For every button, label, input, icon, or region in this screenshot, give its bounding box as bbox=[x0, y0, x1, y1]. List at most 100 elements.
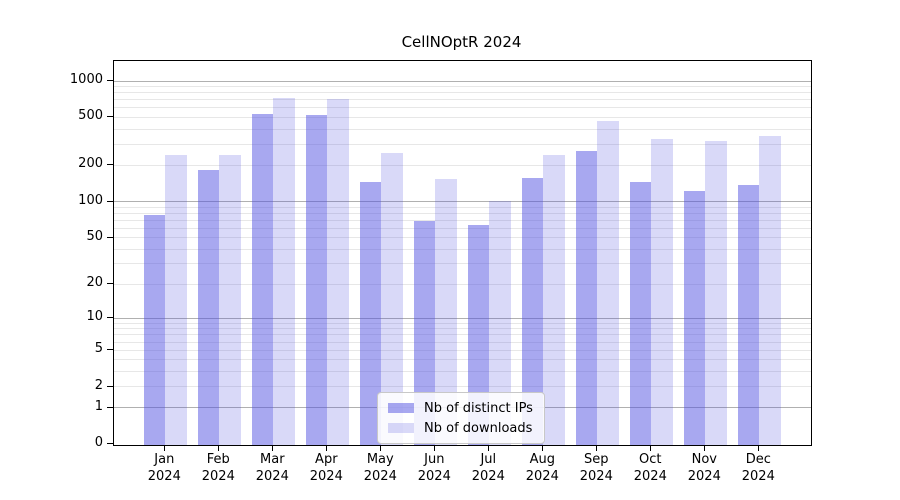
y-tick bbox=[107, 406, 113, 408]
minor-gridline bbox=[114, 107, 811, 109]
minor-gridline bbox=[114, 227, 811, 229]
y-tick bbox=[107, 443, 113, 445]
bar-aug-downloads bbox=[543, 154, 565, 445]
bar-aug-distinct-ips bbox=[521, 177, 544, 445]
x-tick bbox=[542, 445, 544, 451]
y-tick-label: 1000 bbox=[69, 72, 103, 87]
legend-swatch-downloads-icon bbox=[388, 423, 414, 433]
legend: Nb of distinct IPs Nb of downloads bbox=[377, 392, 545, 444]
x-tick bbox=[596, 445, 598, 451]
y-tick bbox=[107, 283, 113, 285]
y-tick-label: 5 bbox=[94, 341, 103, 357]
bar-jun-downloads bbox=[435, 179, 457, 445]
minor-gridline bbox=[114, 341, 811, 343]
bar-jan-downloads bbox=[165, 155, 187, 445]
x-tick-label-jan: Jan 2024 bbox=[147, 452, 181, 484]
legend-swatch-distinct-ips-icon bbox=[388, 403, 414, 413]
y-tick-label: 10 bbox=[86, 309, 103, 325]
minor-gridline bbox=[114, 86, 811, 87]
bar-apr-downloads bbox=[327, 98, 349, 445]
minor-gridline bbox=[114, 328, 811, 330]
x-tick bbox=[434, 445, 436, 451]
minor-gridline bbox=[114, 99, 811, 101]
major-gridline bbox=[114, 317, 811, 319]
y-tick-label: 0 bbox=[94, 435, 103, 451]
x-tick-label-aug: Aug 2024 bbox=[525, 452, 559, 484]
plot-area: Nb of distinct IPs Nb of downloads bbox=[113, 60, 812, 446]
y-tick-label: 500 bbox=[78, 108, 103, 124]
y-tick bbox=[107, 317, 113, 319]
x-tick-label-jun: Jun 2024 bbox=[417, 452, 451, 484]
bar-mar-distinct-ips bbox=[251, 114, 274, 445]
y-tick-label: 20 bbox=[86, 275, 103, 291]
bar-mar-downloads bbox=[273, 97, 295, 445]
minor-gridline bbox=[114, 386, 811, 387]
x-tick bbox=[380, 445, 382, 451]
y-tick bbox=[107, 349, 113, 351]
bar-jul-distinct-ips bbox=[467, 224, 490, 445]
x-tick bbox=[326, 445, 328, 451]
minor-gridline bbox=[114, 263, 811, 265]
minor-gridline bbox=[114, 334, 811, 336]
bar-jul-downloads bbox=[489, 200, 511, 445]
y-tick bbox=[107, 236, 113, 238]
y-tick bbox=[107, 116, 113, 118]
y-tick-label: 2 bbox=[94, 377, 103, 393]
x-tick bbox=[704, 445, 706, 451]
minor-gridline bbox=[114, 206, 811, 208]
x-tick-label-feb: Feb 2024 bbox=[201, 452, 235, 484]
y-tick-label: 1 bbox=[94, 398, 103, 414]
legend-label-distinct-ips: Nb of distinct IPs bbox=[424, 400, 533, 416]
minor-gridline bbox=[114, 248, 811, 250]
bar-jan-distinct-ips bbox=[143, 214, 166, 445]
bar-may-distinct-ips bbox=[359, 181, 382, 445]
minor-gridline bbox=[114, 219, 811, 221]
bar-oct-distinct-ips bbox=[629, 181, 652, 445]
bar-sep-distinct-ips bbox=[575, 150, 598, 445]
minor-gridline bbox=[114, 116, 811, 118]
y-tick bbox=[107, 200, 113, 202]
bar-sep-downloads bbox=[597, 120, 619, 445]
y-tick-label: 50 bbox=[86, 228, 103, 244]
y-tick bbox=[107, 164, 113, 166]
minor-gridline bbox=[114, 143, 811, 145]
y-tick bbox=[107, 385, 113, 387]
x-tick bbox=[488, 445, 490, 451]
x-tick bbox=[650, 445, 652, 451]
bar-dec-downloads bbox=[759, 135, 781, 445]
minor-gridline bbox=[114, 128, 811, 130]
minor-gridline bbox=[114, 370, 811, 372]
bar-apr-distinct-ips bbox=[305, 114, 328, 445]
x-tick-label-dec: Dec 2024 bbox=[741, 452, 775, 484]
minor-gridline bbox=[114, 212, 811, 214]
bar-feb-downloads bbox=[219, 155, 241, 445]
x-tick bbox=[272, 445, 274, 451]
chart-title: CellNOptR 2024 bbox=[401, 33, 522, 51]
minor-gridline bbox=[114, 283, 811, 285]
x-tick bbox=[164, 445, 166, 451]
bar-oct-downloads bbox=[651, 138, 673, 445]
minor-gridline bbox=[114, 349, 811, 351]
bar-may-downloads bbox=[381, 153, 403, 445]
minor-gridline bbox=[114, 92, 811, 94]
bar-nov-downloads bbox=[705, 140, 727, 445]
x-tick-label-may: May 2024 bbox=[363, 452, 397, 484]
y-tick bbox=[107, 80, 113, 81]
legend-item-distinct-ips: Nb of distinct IPs bbox=[386, 398, 536, 418]
bar-dec-distinct-ips bbox=[737, 184, 760, 445]
y-tick-label: 200 bbox=[78, 156, 103, 172]
minor-gridline bbox=[114, 164, 811, 166]
x-tick-label-oct: Oct 2024 bbox=[633, 452, 667, 484]
legend-item-downloads: Nb of downloads bbox=[386, 418, 536, 438]
major-gridline bbox=[114, 80, 811, 82]
bar-jun-distinct-ips bbox=[413, 220, 436, 445]
x-tick-label-apr: Apr 2024 bbox=[309, 452, 343, 484]
x-tick bbox=[758, 445, 760, 451]
y-tick-label: 100 bbox=[78, 192, 103, 208]
bar-nov-distinct-ips bbox=[683, 190, 706, 445]
bar-layer bbox=[114, 61, 811, 445]
x-tick-label-sep: Sep 2024 bbox=[579, 452, 613, 484]
x-tick bbox=[218, 445, 220, 451]
bar-feb-distinct-ips bbox=[197, 170, 220, 445]
legend-label-downloads: Nb of downloads bbox=[424, 420, 533, 436]
